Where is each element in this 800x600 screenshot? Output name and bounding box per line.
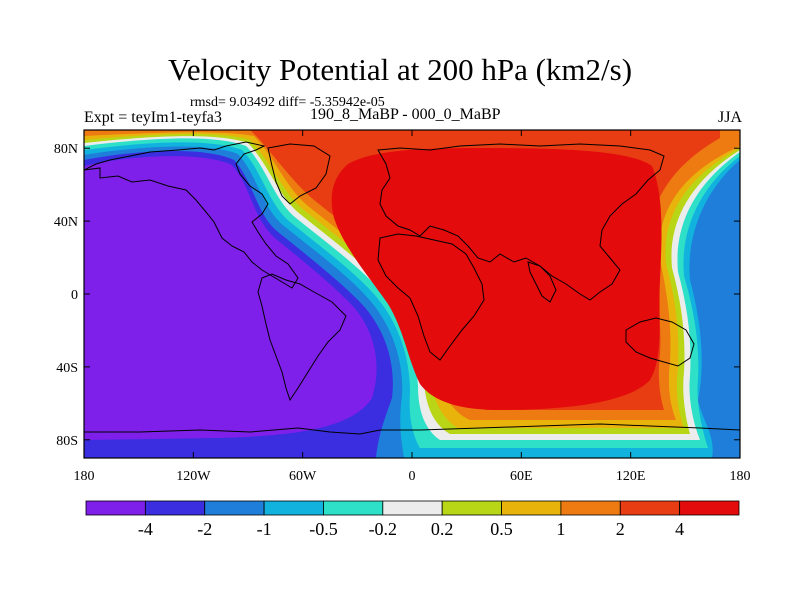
colorbar-label: -0.5 bbox=[309, 519, 338, 539]
coast-antarctica bbox=[84, 423, 740, 435]
stats-text: rmsd= 9.03492 diff= -5.35942e-05 bbox=[190, 95, 385, 110]
colorbar-label: 4 bbox=[675, 519, 684, 539]
colorbar-swatch bbox=[144, 500, 206, 516]
colorbar-swatch bbox=[679, 500, 740, 516]
experiment-label: Expt = teyIm1-teyfa3 bbox=[84, 109, 222, 126]
colorbar-swatch bbox=[85, 500, 146, 516]
coast-south-america bbox=[257, 273, 347, 402]
y-tick-label: 80S bbox=[56, 434, 78, 449]
coastlines bbox=[84, 141, 740, 435]
case-label: 190_8_MaBP - 000_0_MaBP bbox=[310, 106, 501, 123]
contour-band-red-core bbox=[331, 148, 662, 410]
y-tick-label: 80N bbox=[54, 142, 78, 157]
coast-north-america bbox=[84, 141, 299, 289]
y-axis: 80N 40N 0 40S 80S bbox=[54, 142, 740, 449]
colorbar-swatch bbox=[263, 500, 324, 516]
colorbar-swatch bbox=[560, 500, 621, 516]
coast-eurasia bbox=[377, 143, 665, 301]
season-label: JJA bbox=[717, 109, 742, 126]
chart-title: Velocity Potential at 200 hPa (km2/s) bbox=[167, 52, 633, 87]
colorbar-label: -0.2 bbox=[369, 519, 398, 539]
x-tick-label: 180 bbox=[74, 469, 95, 484]
x-tick-label: 120E bbox=[616, 469, 646, 484]
colorbar-swatch bbox=[382, 500, 443, 516]
coast-australia bbox=[625, 317, 695, 367]
colorbar-swatch bbox=[323, 500, 384, 516]
colorbar-label: -4 bbox=[138, 519, 153, 539]
colorbar-label: 1 bbox=[556, 519, 565, 539]
colorbar: -4 -2 -1 -0.5 -0.2 0.2 0.5 1 2 4 bbox=[85, 500, 740, 539]
x-axis: 180 120W 60W 0 60E 120E 180 bbox=[74, 130, 751, 484]
x-tick-label: 60W bbox=[289, 469, 317, 484]
coast-india bbox=[527, 261, 557, 303]
colorbar-label: -2 bbox=[197, 519, 212, 539]
colorbar-swatch bbox=[619, 500, 681, 516]
colorbar-label: 2 bbox=[616, 519, 625, 539]
colorbar-swatch bbox=[501, 500, 562, 516]
colorbar-label: -1 bbox=[257, 519, 272, 539]
x-tick-label: 0 bbox=[409, 469, 416, 484]
coast-africa bbox=[377, 233, 485, 361]
x-tick-label: 180 bbox=[730, 469, 751, 484]
colorbar-swatch bbox=[204, 500, 265, 516]
colorbar-swatch bbox=[441, 500, 502, 516]
y-tick-label: 0 bbox=[71, 288, 78, 303]
coast-greenland bbox=[267, 143, 331, 205]
colorbar-label: 0.5 bbox=[490, 519, 513, 539]
colorbar-label: 0.2 bbox=[431, 519, 454, 539]
y-tick-label: 40N bbox=[54, 215, 78, 230]
contour-field bbox=[84, 130, 740, 458]
x-tick-label: 120W bbox=[176, 469, 211, 484]
y-tick-label: 40S bbox=[56, 361, 78, 376]
x-tick-label: 60E bbox=[510, 469, 533, 484]
